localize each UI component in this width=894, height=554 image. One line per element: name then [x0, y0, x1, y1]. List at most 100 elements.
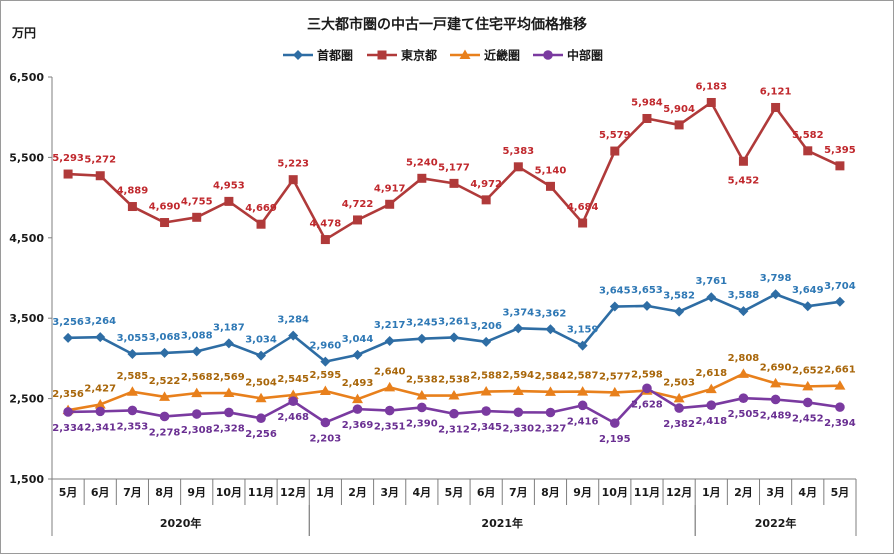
kinki-data-label: 2,690: [760, 362, 792, 373]
shutoken-data-label: 3,245: [406, 318, 438, 329]
legend-label: 近畿圏: [484, 48, 520, 63]
chubu-data-label: 2,278: [149, 427, 181, 438]
chubu-marker: [256, 413, 266, 424]
chubu-marker: [384, 405, 395, 416]
chubu-marker: [642, 383, 652, 394]
shutoken-data-label: 3,653: [631, 285, 663, 296]
x-tick-label: 2月: [734, 486, 753, 499]
chubu-data-label: 2,327: [535, 424, 567, 435]
shutoken-marker: [95, 332, 106, 343]
chubu-data-label: 2,203: [310, 433, 342, 444]
tokyo-data-label: 5,140: [535, 165, 567, 176]
kinki-data-label: 2,503: [663, 377, 695, 388]
kinki-data-label: 2,504: [245, 377, 277, 388]
shutoken-marker: [802, 301, 813, 312]
x-tick-label: 9月: [573, 486, 592, 499]
tokyo-marker: [224, 196, 234, 206]
tokyo-marker: [417, 173, 427, 183]
shutoken-marker: [738, 306, 749, 317]
kinki-marker: [544, 386, 556, 396]
kinki-data-label: 2,493: [342, 378, 374, 389]
shutoken-marker: [577, 340, 588, 351]
y-tick-label: 5,500: [9, 151, 44, 164]
shutoken-marker: [63, 332, 74, 343]
chubu-marker: [159, 411, 170, 422]
x-tick-label: 9月: [187, 486, 206, 499]
y-tick-label: 3,500: [9, 312, 44, 325]
tokyo-data-label: 5,383: [502, 146, 534, 157]
shutoken-data-label: 3,088: [181, 330, 213, 341]
chubu-data-label: 2,341: [84, 422, 116, 433]
x-tick-label: 10月: [216, 486, 242, 499]
tokyo-data-label: 5,579: [599, 130, 631, 141]
y-axis-unit-label: 万円: [11, 26, 36, 40]
y-tick-label: 1,500: [9, 473, 44, 486]
tokyo-data-label: 5,293: [52, 153, 84, 164]
tokyo-data-label: 5,223: [277, 159, 309, 170]
shutoken-marker: [609, 301, 620, 312]
chubu-marker: [320, 417, 331, 428]
shutoken-data-label: 3,284: [277, 315, 309, 326]
tokyo-data-label: 4,684: [567, 202, 599, 213]
kinki-marker: [512, 385, 524, 396]
shutoken-data-label: 3,704: [824, 281, 856, 292]
chubu-marker: [610, 418, 620, 428]
tokyo-data-label: 4,953: [213, 180, 245, 191]
chubu-data-label: 2,328: [213, 423, 245, 434]
chubu-data-label: 2,452: [792, 413, 824, 424]
chubu-data-label: 2,195: [599, 434, 631, 445]
x-tick-label: 11月: [634, 486, 660, 499]
shutoken-marker: [416, 333, 427, 344]
shutoken-data-label: 3,159: [567, 325, 599, 336]
x-tick-label: 6月: [91, 486, 110, 499]
year-label: 2020年: [160, 516, 202, 530]
kinki-marker: [448, 390, 460, 400]
chubu-marker: [127, 405, 138, 416]
shutoken-marker: [834, 296, 845, 307]
series-markers: [62, 97, 846, 428]
shutoken-marker: [513, 323, 524, 334]
tokyo-marker: [803, 146, 813, 156]
legend-label: 首都圏: [317, 48, 353, 63]
y-tick-label: 6,500: [9, 71, 44, 84]
shutoken-data-label: 3,374: [502, 307, 534, 318]
tokyo-marker: [706, 97, 716, 107]
x-tick-label: 4月: [798, 486, 817, 499]
kinki-marker: [834, 380, 846, 390]
tokyo-marker: [192, 212, 202, 222]
chubu-data-label: 2,468: [277, 412, 309, 423]
kinki-marker: [673, 392, 685, 403]
legend: 首都圏 東京都 近畿圏 中部圏: [283, 48, 603, 63]
shutoken-data-label: 3,645: [599, 286, 631, 297]
chubu-marker: [417, 402, 427, 413]
shutoken-series-line: [68, 292, 841, 363]
tokyo-marker: [385, 199, 395, 209]
shutoken-data-label: 3,034: [245, 335, 277, 346]
kinki-data-label: 2,598: [631, 370, 663, 381]
kinki-marker: [352, 393, 364, 404]
shutoken-data-label: 3,588: [728, 290, 760, 301]
y-tick-label: 2,500: [9, 393, 44, 406]
tokyo-marker: [353, 215, 363, 225]
tokyo-marker: [610, 146, 620, 156]
chubu-data-label: 2,345: [470, 422, 502, 433]
x-tick-label: 1月: [702, 486, 721, 499]
chubu-data-label: 2,489: [760, 410, 792, 421]
kinki-data-label: 2,595: [310, 370, 342, 381]
x-tick-label: 12月: [280, 486, 306, 499]
shutoken-data-label: 3,044: [342, 334, 374, 345]
legend-swatch-marker: [543, 50, 553, 60]
shutoken-data-label: 3,068: [149, 332, 181, 343]
chubu-data-label: 2,390: [406, 418, 438, 429]
x-tick-label: 1月: [316, 486, 335, 499]
tokyo-marker: [674, 120, 684, 130]
kinki-marker: [191, 387, 203, 398]
kinki-data-label: 2,538: [438, 375, 470, 386]
tokyo-marker: [738, 156, 748, 166]
chubu-data-label: 2,330: [502, 423, 534, 434]
tokyo-data-label: 6,183: [695, 81, 727, 92]
x-tick-label: 6月: [477, 486, 496, 499]
tokyo-data-label: 4,972: [470, 179, 502, 190]
shutoken-marker: [384, 335, 395, 346]
